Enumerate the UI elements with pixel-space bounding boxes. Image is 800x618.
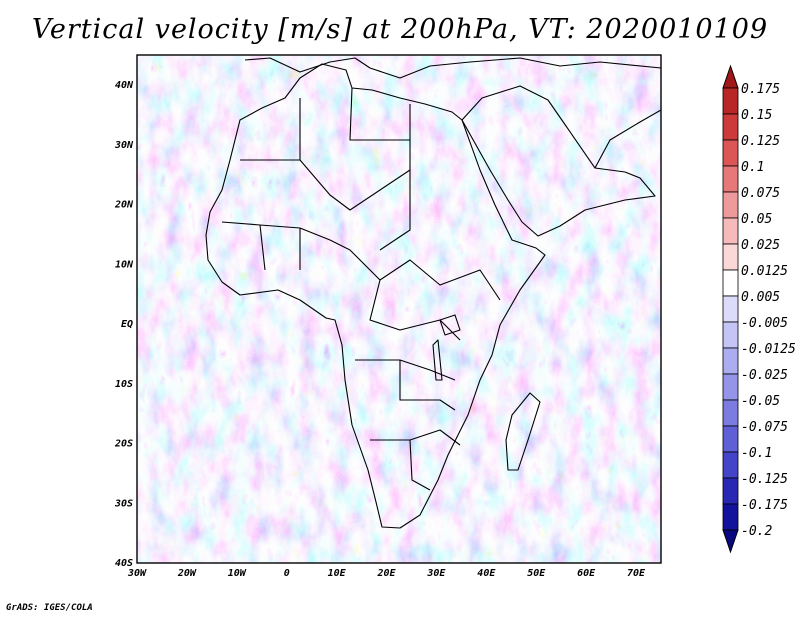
x-tick-label: 20E <box>376 568 396 579</box>
colorbar-label: -0.005 <box>741 316 788 331</box>
colorbar-swatch <box>722 217 739 245</box>
colorbar-label: 0.075 <box>741 186 780 201</box>
colorbar-label: -0.2 <box>741 524 772 539</box>
y-tick-label: 10S <box>115 379 133 390</box>
border-sahara-2 <box>299 87 411 170</box>
border-west-africa <box>221 221 351 271</box>
colorbar-label: 0.05 <box>741 212 772 227</box>
colorbar-label: 0.175 <box>741 82 780 97</box>
colorbar-swatch <box>722 373 739 401</box>
border-southern-africa-2 <box>370 429 461 491</box>
y-tick-label: 30S <box>114 498 133 509</box>
colorbar-swatch <box>722 165 739 193</box>
colorbar: 0.175 0.15 0.125 0.1 0.075 0.05 0.025 0.0125 0.0… <box>722 64 796 554</box>
colorbar-swatch <box>722 347 739 375</box>
colorbar-label: -0.025 <box>741 368 788 383</box>
colorbar-label: -0.075 <box>741 420 788 435</box>
colorbar-label: 0.025 <box>741 238 780 253</box>
colorbar-label: 0.125 <box>741 134 780 149</box>
colorbar-swatch <box>722 321 739 349</box>
colorbar-label: -0.0125 <box>741 342 796 357</box>
y-tick-label: 20N <box>114 200 134 211</box>
y-tick-label: 10N <box>115 259 134 270</box>
colorbar-swatch <box>722 425 739 453</box>
coastlines-and-borders <box>205 57 661 529</box>
lake-victoria <box>439 314 461 336</box>
x-tick-label: 10W <box>228 568 247 579</box>
colorbar-label: 0.0125 <box>741 264 788 279</box>
map-frame <box>136 54 662 564</box>
chart-title: Vertical velocity [m/s] at 200hPa, VT: 2… <box>31 14 769 45</box>
colorbar-label: -0.1 <box>741 446 772 461</box>
colorbar-label: -0.05 <box>741 394 780 409</box>
y-tick-label: 20S <box>114 439 133 450</box>
border-southern-africa-1 <box>355 359 456 411</box>
colorbar-swatch <box>722 399 739 427</box>
africa-coastline <box>205 63 546 529</box>
x-tick-label: 20W <box>177 568 197 579</box>
colorbar-swatch <box>722 503 739 531</box>
colorbar-label: 0.1 <box>741 160 764 175</box>
colorbar-label: 0.15 <box>741 108 772 123</box>
colorbar-swatch <box>722 269 739 297</box>
colorbar-bottom-arrow <box>722 529 739 554</box>
colorbar-label: 0.005 <box>741 290 780 305</box>
colorbar-top-arrow <box>722 64 739 89</box>
asia-coastline <box>594 109 661 169</box>
colorbar-swatch <box>722 139 739 167</box>
border-central-africa <box>349 249 501 341</box>
x-tick-label: 60E <box>577 568 596 579</box>
madagascar-coastline <box>505 392 541 471</box>
colorbar-swatch <box>722 477 739 505</box>
europe-coastline <box>244 57 661 79</box>
vertical-velocity-field <box>137 55 661 563</box>
colorbar-label: -0.125 <box>741 472 788 487</box>
y-tick-label: 30N <box>114 140 134 151</box>
x-tick-label: 30E <box>426 568 446 579</box>
colorbar-swatch <box>722 295 739 323</box>
map-plot-area: 30W 20W 10W 0 10E 20E 30E 40E 50E 60E 70E 40N 30N 20… <box>114 54 662 579</box>
x-tick-label: 50E <box>527 568 546 579</box>
lake-tanganyika <box>432 339 443 381</box>
x-tick-label: 10E <box>328 568 347 579</box>
y-tick-label: 40N <box>115 80 134 91</box>
y-tick-label: EQ <box>121 319 133 330</box>
y-tick-label: 40S <box>115 558 133 569</box>
y-axis-tick-labels: 40N 30N 20N 10N EQ 10S 20S 30S 40S <box>114 80 134 569</box>
arabia-coastline <box>461 85 656 237</box>
colorbar-swatch <box>722 451 739 479</box>
x-tick-label: 40E <box>477 568 496 579</box>
x-tick-label: 70E <box>627 568 646 579</box>
colorbar-label: -0.175 <box>741 498 788 513</box>
colorbar-swatch <box>722 243 739 271</box>
colorbar-swatch <box>722 191 739 219</box>
colorbar-swatch <box>722 113 739 141</box>
x-tick-label: 30W <box>127 568 147 579</box>
x-axis-tick-labels: 30W 20W 10W 0 10E 20E 30E 40E 50E 60E 70E <box>127 568 646 579</box>
x-tick-label: 0 <box>284 568 290 579</box>
grads-credit: GrADS: IGES/COLA <box>6 603 93 613</box>
colorbar-swatch <box>722 87 739 115</box>
